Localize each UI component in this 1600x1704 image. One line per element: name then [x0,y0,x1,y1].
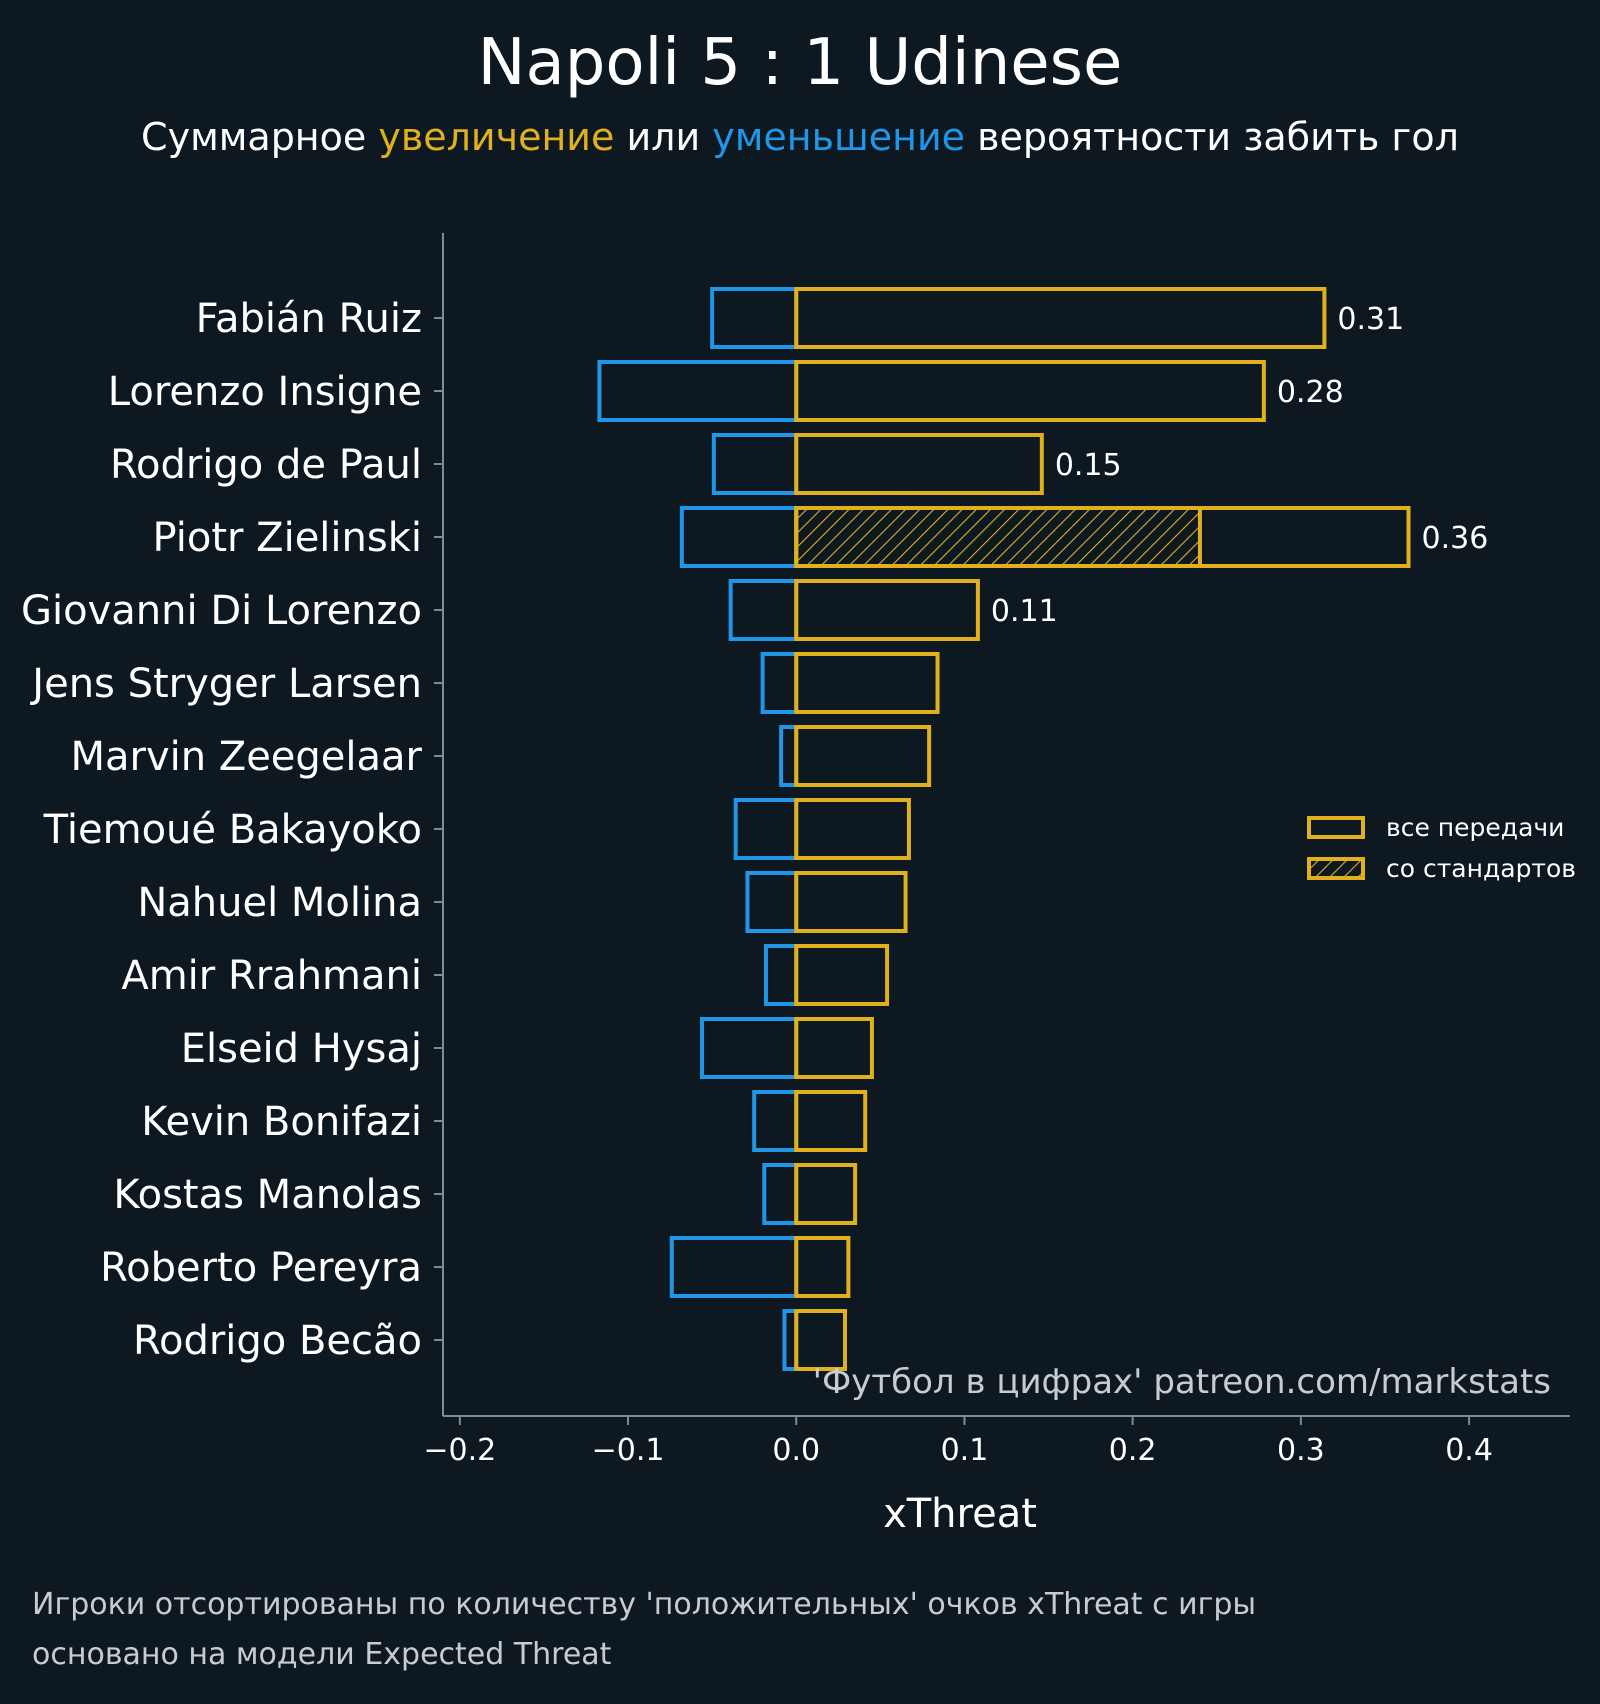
positive-bar [794,1236,851,1298]
y-axis-ticks: Fabián Ruiz Lorenzo Insigne Rodrigo de Pau… [21,296,443,1364]
chart-subtitle: Суммарное увеличение или уменьшение веро… [141,115,1459,159]
negative-bars [597,287,799,1371]
x-axis-label: xThreat [883,1491,1037,1537]
positive-bar [794,287,1327,349]
positive-bar [794,1309,848,1371]
positive-bar [794,360,1266,422]
y-tick-label: Rodrigo Becão [133,1318,422,1364]
value-label: 0.31 [1337,302,1404,337]
x-tick-label: 0.1 [941,1433,989,1468]
subtitle-negative-word: уменьшение [712,115,965,159]
positive-bar [794,798,911,860]
x-tick-label: −0.2 [423,1433,496,1468]
x-tick-label: 0.2 [1109,1433,1157,1468]
negative-bar [728,579,799,641]
positive-bar [794,1163,858,1225]
y-tick-label: Piotr Zielinski [153,515,423,561]
legend-label-all-passes: все передачи [1386,813,1564,842]
negative-bar [700,1017,799,1079]
negative-bar [597,360,799,422]
positive-bar [794,1090,868,1152]
x-tick-label: 0.0 [772,1433,820,1468]
negative-bar [711,433,799,495]
value-labels: 0.31 0.28 0.15 0.36 0.11 [991,302,1488,629]
value-label: 0.11 [991,594,1058,629]
negative-bar [752,1090,799,1152]
x-tick-label: 0.3 [1277,1433,1325,1468]
negative-bar [779,725,799,787]
positive-bar [794,506,1411,568]
x-tick-label: 0.4 [1445,1433,1493,1468]
positive-bar [794,579,980,641]
x-tick-label: −0.1 [592,1433,665,1468]
positive-bar [794,725,932,787]
negative-bar [679,506,799,568]
subtitle-middle: или [614,115,712,159]
positive-bar [794,944,890,1006]
y-tick-label: Lorenzo Insigne [108,369,422,415]
chart-title: Napoli 5 : 1 Udinese [478,26,1123,100]
y-tick-label: Elseid Hysaj [181,1026,422,1072]
positive-bar [794,433,1044,495]
y-tick-label: Nahuel Molina [137,880,422,926]
y-tick-label: Jens Stryger Larsen [29,661,422,707]
positive-bar [794,1017,874,1079]
set-piece-bars [794,506,1202,568]
positive-bars [794,287,1411,1371]
x-axis-ticks: −0.2 −0.1 0.0 0.1 0.2 0.3 0.4 [423,1416,1493,1468]
y-tick-label: Rodrigo de Paul [110,442,422,488]
legend-swatch-hatched [1307,857,1365,880]
legend: все передачи со стандартов [1307,813,1576,883]
y-tick-label: Kevin Bonifazi [141,1099,422,1145]
y-tick-label: Kostas Manolas [113,1172,422,1218]
negative-bar [760,652,799,714]
footnote-line-1: Игроки отсортированы по количеству 'поло… [32,1587,1256,1622]
legend-swatch-outline [1307,816,1365,839]
y-tick-label: Giovanni Di Lorenzo [21,588,422,634]
y-tick-label: Marvin Zeegelaar [70,734,422,780]
negative-bar [745,871,799,933]
y-tick-label: Fabián Ruiz [196,296,422,342]
watermark: 'Футбол в цифрах' patreon.com/markstats [813,1362,1551,1402]
negative-bar [669,1236,799,1298]
value-label: 0.28 [1277,375,1344,410]
positive-bar [794,652,940,714]
legend-label-set-pieces: со стандартов [1386,854,1576,883]
subtitle-prefix: Суммарное [141,115,378,159]
y-tick-label: Amir Rrahmani [121,953,422,999]
negative-bar [762,1163,799,1225]
y-tick-label: Roberto Pereyra [100,1245,422,1291]
positive-bar [794,871,908,933]
subtitle-positive-word: увеличение [378,115,614,159]
negative-bar [733,798,799,860]
y-tick-label: Tiemoué Bakayoko [43,807,422,853]
negative-bar [710,287,799,349]
set-piece-bar [794,506,1202,568]
value-label: 0.36 [1422,521,1489,556]
negative-bar [763,944,799,1006]
subtitle-suffix: вероятности забить гол [965,115,1459,159]
footnote-line-2: основано на модели Expected Threat [32,1637,612,1672]
value-label: 0.15 [1055,448,1122,483]
